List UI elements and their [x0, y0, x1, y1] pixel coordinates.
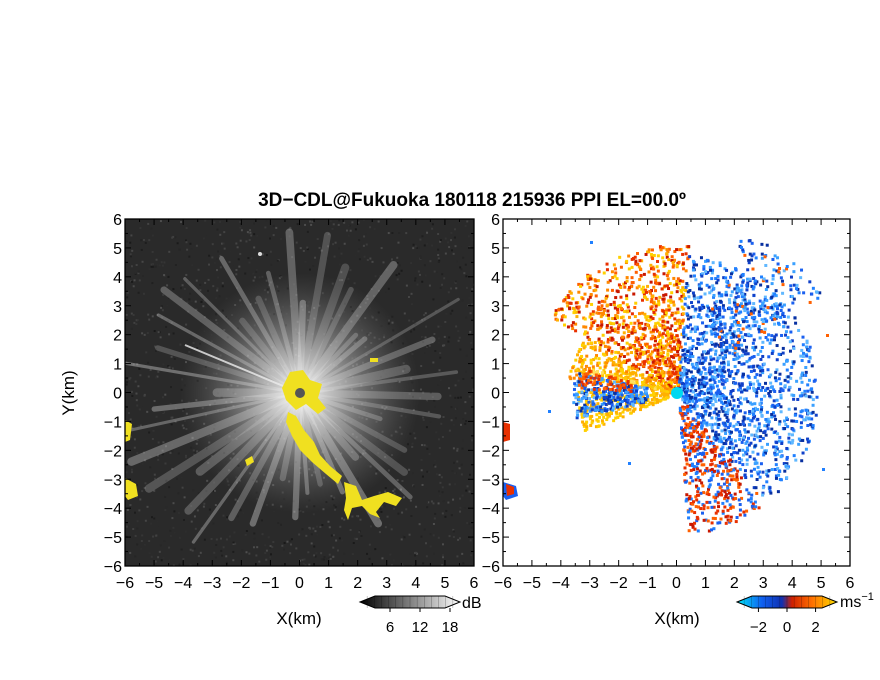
velocity-colorbar-unit: ms−1 [840, 591, 874, 611]
velocity-colorbar: −2 0 2 ms−1 [735, 591, 874, 636]
reflectivity-x-tick-label: −1 [261, 575, 279, 592]
reflectivity-x-tick-label: −3 [203, 575, 221, 592]
velocity-y-tick-label: 6 [491, 212, 500, 229]
reflectivity-y-tick-label: 0 [113, 386, 122, 403]
velocity-colorbar-tick-label: 2 [811, 619, 819, 636]
velocity-y-tick-label: 5 [491, 241, 500, 258]
reflectivity-axis-ticks: −6 −5 −4 −3 −2 −1 0 1 2 3 4 5 6 6 5 4 3 2 1 0 −1 −2 −3 −4 −5 −6 [104, 212, 479, 592]
reflectivity-x-tick-label: 1 [324, 575, 333, 592]
velocity-y-tick-label: −6 [482, 559, 500, 576]
velocity-x-tick-label: 4 [788, 575, 797, 592]
velocity-y-tick-label: −3 [482, 472, 500, 489]
reflectivity-colorbar-tick-label: 18 [442, 619, 459, 636]
velocity-y-tick-label: 1 [491, 357, 500, 374]
reflectivity-x-tick-label: 5 [440, 575, 449, 592]
reflectivity-y-tick-label: −1 [104, 414, 122, 431]
velocity-colorbar-tick-label: 0 [783, 619, 791, 636]
velocity-x-tick-label: −4 [552, 575, 570, 592]
velocity-x-tick-label: 5 [817, 575, 826, 592]
reflectivity-colorbar-unit: dB [462, 595, 482, 612]
reflectivity-x-tick-label: −5 [145, 575, 163, 592]
reflectivity-colorbar-tick-label: 12 [412, 619, 429, 636]
reflectivity-colorbar: 6 12 18 dB [358, 595, 482, 636]
reflectivity-y-tick-label: 2 [113, 328, 122, 345]
velocity-y-tick-label: −4 [482, 501, 500, 518]
velocity-xlabel: X(km) [654, 609, 699, 628]
velocity-y-tick-label: 0 [491, 386, 500, 403]
velocity-colorbar-tick-label: −2 [750, 619, 767, 636]
reflectivity-x-tick-label: 6 [470, 575, 479, 592]
velocity-x-tick-label: −5 [523, 575, 541, 592]
reflectivity-x-tick-label: −2 [232, 575, 250, 592]
reflectivity-y-tick-label: 1 [113, 357, 122, 374]
velocity-axis-ticks: −6 −5 −4 −3 −2 −1 0 1 2 3 4 5 6 6 5 4 3 2 1 0 −1 −2 −3 −4 −5 −6 [482, 212, 855, 592]
velocity-y-tick-label: 3 [491, 299, 500, 316]
velocity-x-tick-label: −3 [581, 575, 599, 592]
reflectivity-ylabel: Y(km) [59, 370, 78, 415]
reflectivity-y-tick-label: 5 [113, 241, 122, 258]
reflectivity-x-tick-label: 2 [353, 575, 362, 592]
velocity-x-tick-label: 3 [759, 575, 768, 592]
velocity-x-tick-label: −6 [494, 575, 512, 592]
velocity-x-tick-label: −1 [638, 575, 656, 592]
velocity-y-tick-label: −2 [482, 443, 500, 460]
velocity-panel: −6 −5 −4 −3 −2 −1 0 1 2 3 4 5 6 6 5 4 3 2 1 0 −1 −2 −3 −4 −5 −6 X… [482, 212, 874, 636]
reflectivity-x-tick-label: −6 [116, 575, 134, 592]
reflectivity-y-tick-label: −6 [104, 559, 122, 576]
reflectivity-y-tick-label: 6 [113, 212, 122, 229]
velocity-x-tick-label: −2 [610, 575, 628, 592]
velocity-echoes [503, 239, 829, 533]
reflectivity-xlabel: X(km) [276, 609, 321, 628]
velocity-y-tick-label: −5 [482, 530, 500, 547]
reflectivity-y-tick-label: −5 [104, 530, 122, 547]
figure-title: 3D−CDL@Fukuoka 180118 215936 PPI EL=00.0… [258, 190, 686, 211]
velocity-y-tick-label: 4 [491, 270, 500, 287]
reflectivity-x-tick-label: 3 [382, 575, 391, 592]
velocity-x-tick-label: 6 [846, 575, 855, 592]
reflectivity-y-tick-label: 4 [113, 270, 122, 287]
reflectivity-y-tick-label: −2 [104, 443, 122, 460]
velocity-x-tick-label: 2 [730, 575, 739, 592]
reflectivity-x-tick-label: 0 [295, 575, 304, 592]
reflectivity-colorbar-tick-label: 6 [386, 619, 394, 636]
reflectivity-y-tick-label: 3 [113, 299, 122, 316]
reflectivity-x-tick-label: −4 [174, 575, 192, 592]
velocity-y-tick-label: 2 [491, 328, 500, 345]
reflectivity-y-tick-label: −3 [104, 472, 122, 489]
reflectivity-y-tick-label: −4 [104, 501, 122, 518]
reflectivity-echoes [125, 219, 474, 566]
velocity-y-tick-label: −1 [482, 414, 500, 431]
velocity-x-tick-label: 0 [672, 575, 681, 592]
reflectivity-x-tick-label: 4 [411, 575, 420, 592]
velocity-x-tick-label: 1 [701, 575, 710, 592]
